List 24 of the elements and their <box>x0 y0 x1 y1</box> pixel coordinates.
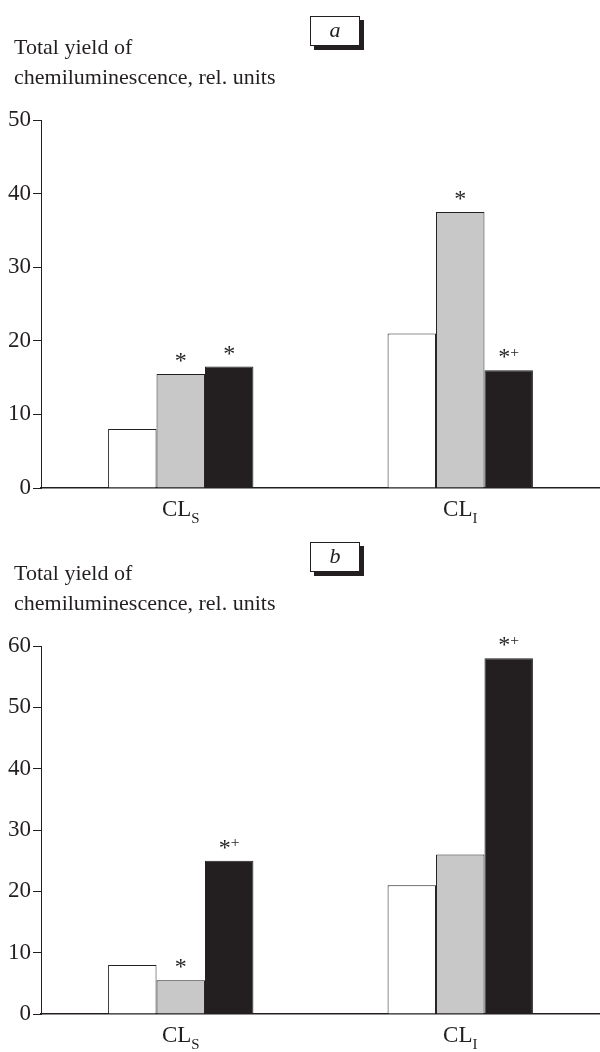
y-tick-label: 0 <box>19 1000 31 1026</box>
y-tick-label: 20 <box>8 877 31 903</box>
chart-title: b <box>310 542 360 572</box>
data-label: * <box>223 339 236 366</box>
data-label: *+ <box>498 343 520 370</box>
y-tick-label: 20 <box>8 326 31 352</box>
y-tick-label: 50 <box>8 693 31 719</box>
data-label: * <box>174 346 187 373</box>
y-tick-label: 10 <box>8 938 31 964</box>
data-label: * <box>454 185 467 211</box>
data-label: *+ <box>218 833 240 860</box>
data-label: *+ <box>498 631 520 658</box>
chart-title: a <box>310 16 360 46</box>
data-label: * <box>174 953 187 980</box>
y-axis-title: Total yield of chemiluminescence, rel. units <box>14 559 277 617</box>
y-tick-label: 40 <box>8 754 31 780</box>
y-tick-label: 50 <box>8 106 31 132</box>
y-tick-label: 40 <box>8 179 31 205</box>
y-axis-title: Total yield of chemiluminescence, rel. units <box>14 33 277 91</box>
y-tick-label: 60 <box>8 632 31 658</box>
y-tick-label: 30 <box>8 253 31 279</box>
y-tick-label: 10 <box>8 400 31 426</box>
y-tick-label: 30 <box>8 816 31 842</box>
y-tick-label: 0 <box>19 474 31 500</box>
